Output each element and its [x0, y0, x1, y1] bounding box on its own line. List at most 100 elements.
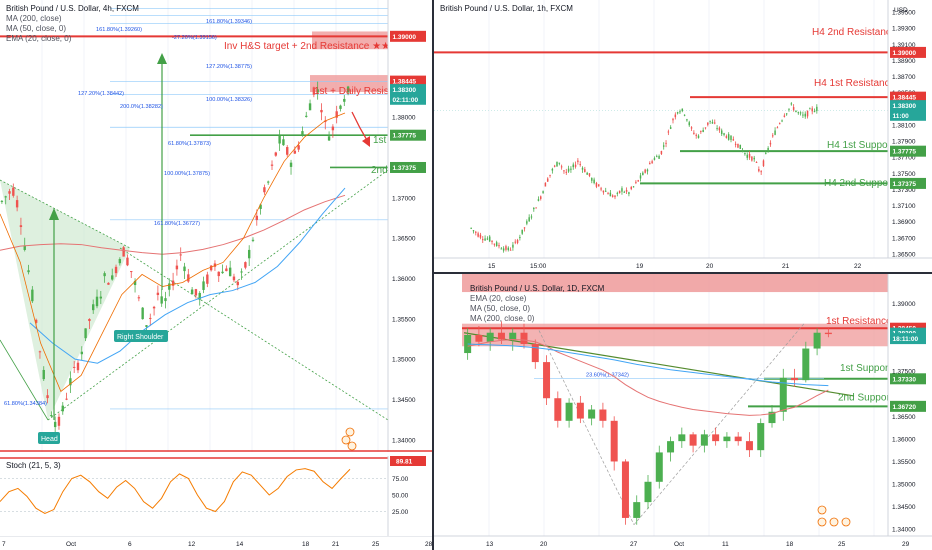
h4-chart-panel[interactable]: 161.80%(1.39346) 161.80%(1.39260) -27.20%(… — [0, 0, 432, 452]
daily-candle-body — [689, 434, 697, 446]
h1-r1-annotation: H4 1st Resistance — [814, 78, 896, 89]
h1-candle-body — [781, 120, 783, 122]
h4-axis-bg — [388, 0, 432, 452]
h1-candle-body — [581, 167, 584, 170]
panel-divider-horizontal[interactable] — [434, 272, 932, 274]
h1-candle-body — [720, 130, 723, 135]
daily-time-tick: 18 — [786, 541, 794, 548]
daily-candle-body — [734, 436, 742, 442]
h4-indicator-ema20[interactable]: EMA (20, close, 0) — [6, 34, 72, 43]
h1-candle-body — [614, 195, 616, 198]
stoch-chart[interactable]: 75.00 50.00 25.00 89.81 — [0, 456, 432, 536]
daily-tick-label: 1.36500 — [892, 414, 916, 421]
h4-ma200-line — [0, 194, 346, 255]
h1-candle-body — [635, 181, 637, 183]
h1-candle-body — [656, 156, 658, 158]
h4-candle-body — [34, 319, 38, 323]
stoch-label[interactable]: Stoch (21, 5, 3) — [6, 461, 61, 470]
h4-candle-body — [61, 405, 64, 412]
h4-candle-body — [46, 395, 49, 399]
h4-fib-label: 100.00%(1.37875) — [164, 171, 210, 177]
h1-candle-body — [637, 180, 639, 182]
h1-candle-body — [611, 195, 614, 197]
h4-candle-body — [8, 191, 11, 194]
h4-price-badge-text: 1.37775 — [393, 133, 417, 140]
h4-candle-body — [255, 215, 258, 221]
panel-divider-vertical[interactable] — [432, 0, 434, 550]
h1-candle-body — [681, 108, 684, 112]
daily-indicator-ema20[interactable]: EMA (20, close) — [470, 294, 527, 303]
h1-candle-body — [598, 184, 600, 187]
h1-price-chart[interactable]: H4 2nd Resistance H4 1st Resistance H4 1st… — [434, 0, 932, 272]
daily-candle-body — [824, 332, 832, 335]
h4-candle-body — [206, 274, 209, 284]
h1-candle-body — [642, 172, 644, 176]
h1-candle-body — [734, 143, 737, 145]
h4-candle-body — [4, 196, 7, 198]
h4-tick-label: 1.36500 — [392, 236, 416, 243]
h4-candle-body — [240, 271, 243, 273]
daily-indicator-ma200[interactable]: MA (200, close, 0) — [470, 314, 535, 323]
daily-candle-body — [554, 398, 562, 421]
daily-indicator-ma50[interactable]: MA (50, close, 0) — [470, 304, 531, 313]
h4-price-badge — [390, 30, 426, 42]
h4-candle-body — [53, 421, 57, 428]
h1-candle-body — [507, 247, 510, 251]
h4-time-tick: 7 — [2, 541, 6, 548]
h1-candle-body — [639, 175, 642, 179]
h1-candle-body — [482, 239, 484, 241]
h1-price-badge — [890, 46, 926, 58]
h1-r2-annotation: H4 2nd Resistance — [812, 27, 897, 38]
h1-time-tick: 21 — [782, 263, 790, 270]
h4-tick-label: 1.35500 — [392, 316, 416, 323]
h4-time-axis[interactable]: 7 Oct 6 12 14 18 21 25 28 — [0, 536, 432, 550]
h4-time-tick: 12 — [188, 541, 196, 548]
h1-price-badge-text: 1.37775 — [893, 149, 917, 156]
h1-candle-body — [628, 192, 630, 194]
h4-candle-body — [152, 306, 156, 309]
h4-candle-body — [278, 135, 281, 144]
h1-candle-body — [533, 207, 535, 210]
h1-tick-label: 1.37500 — [892, 171, 916, 178]
daily-upper-zone — [462, 274, 888, 293]
daily-candle-body — [655, 452, 663, 482]
h4-head-label: Head — [41, 436, 58, 443]
h1-candle-body — [662, 145, 665, 147]
h1-chart-panel[interactable]: H4 2nd Resistance H4 1st Resistance H4 1st… — [434, 0, 932, 272]
h4-candle-body — [118, 259, 122, 264]
h1-candle-body — [700, 131, 702, 133]
h4-candle-body — [308, 103, 312, 111]
h4-candle-body — [156, 292, 160, 296]
h4-down-arrow-shaft — [351, 111, 369, 143]
h4-price-chart[interactable]: 161.80%(1.39346) 161.80%(1.39260) -27.20%(… — [0, 0, 432, 452]
h4-price-badge — [390, 75, 426, 87]
h1-candle-body — [739, 144, 742, 149]
h4-candle-body — [274, 152, 278, 156]
h1-candle-body — [584, 169, 586, 173]
h4-candle-body — [247, 249, 251, 259]
h4-ema20-line — [0, 112, 346, 393]
h4-pattern-arrow-head — [49, 208, 59, 220]
daily-candle-body — [520, 332, 528, 345]
h4-price-badge — [390, 93, 426, 105]
h4-candle-body — [137, 297, 141, 299]
h1-candle-body — [475, 231, 477, 233]
h4-candle-body — [122, 247, 125, 257]
h1-candle-body — [542, 191, 544, 193]
h4-event-flag-icon — [345, 427, 355, 437]
h4-candle-body — [23, 245, 26, 250]
stoch-panel[interactable]: 75.00 50.00 25.00 89.81 Stoch (21, 5, 3) — [0, 456, 432, 536]
daily-tick-label: 1.37500 — [892, 369, 916, 376]
h4-candle-body — [316, 89, 319, 93]
daily-chart-panel[interactable]: 23.60%(1.37342) 1st Resistance 1st Support… — [434, 274, 932, 550]
h4-indicator-ma200[interactable]: MA (200, close) — [6, 14, 62, 23]
h1-candle-body — [625, 189, 628, 192]
daily-price-chart[interactable]: 23.60%(1.37342) 1st Resistance 1st Support… — [434, 274, 932, 550]
h4-indicator-ma50[interactable]: MA (50, close, 0) — [6, 24, 67, 33]
h1-candle-body — [540, 196, 542, 199]
h4-candle-body — [111, 275, 114, 280]
h1-candle-body — [591, 178, 593, 181]
h4-price-badge-text: 1.39000 — [393, 34, 417, 41]
daily-candle-body — [464, 334, 472, 354]
daily-candle-body — [813, 332, 821, 349]
